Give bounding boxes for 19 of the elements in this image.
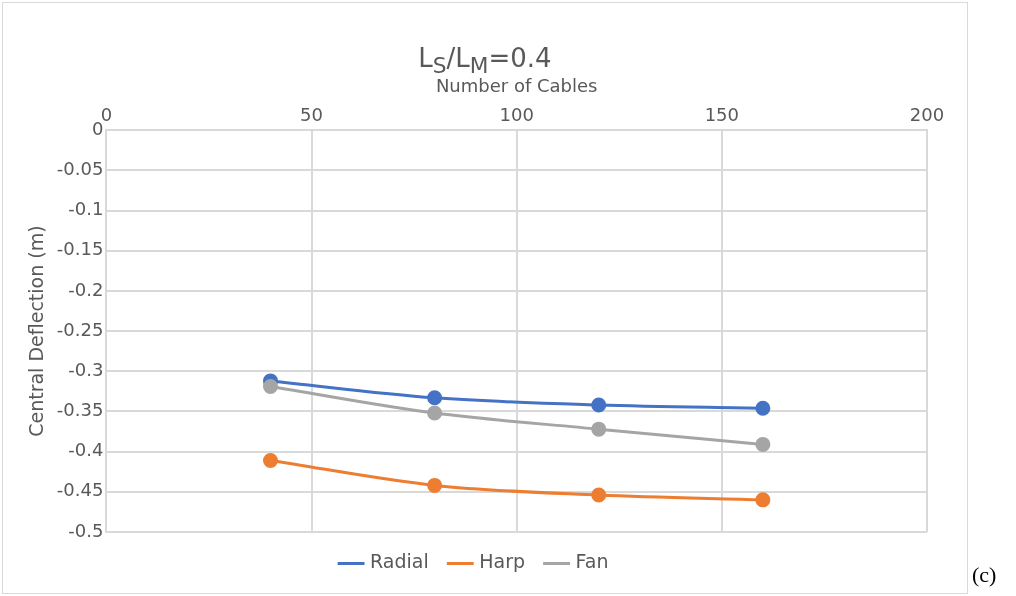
x-tick-label: 150 bbox=[704, 104, 740, 126]
y-tick-label: -0.2 bbox=[68, 278, 104, 300]
x-tick-label: 100 bbox=[499, 104, 534, 126]
y-tick-label: -0.4 bbox=[68, 439, 104, 461]
x-tick-label: 200 bbox=[909, 104, 945, 126]
x-tick-label: 50 bbox=[300, 104, 323, 126]
y-tick-label: -0.1 bbox=[68, 198, 104, 220]
y-axis-title: Central Deflection (m) bbox=[25, 225, 48, 437]
legend-label: Radial bbox=[370, 550, 429, 573]
legend-label: Harp bbox=[479, 550, 526, 573]
y-tick-label: -0.3 bbox=[68, 358, 104, 380]
y-tick-label: -0.45 bbox=[56, 479, 104, 501]
y-tick-label: -0.05 bbox=[56, 158, 104, 180]
y-tick-label: -0.5 bbox=[68, 519, 104, 541]
legend-label: Fan bbox=[575, 550, 609, 573]
y-tick-label: -0.35 bbox=[56, 399, 104, 421]
y-tick-label: -0.15 bbox=[56, 238, 104, 260]
text: (c) bbox=[972, 562, 997, 588]
y-tick-label: -0.25 bbox=[56, 318, 104, 340]
